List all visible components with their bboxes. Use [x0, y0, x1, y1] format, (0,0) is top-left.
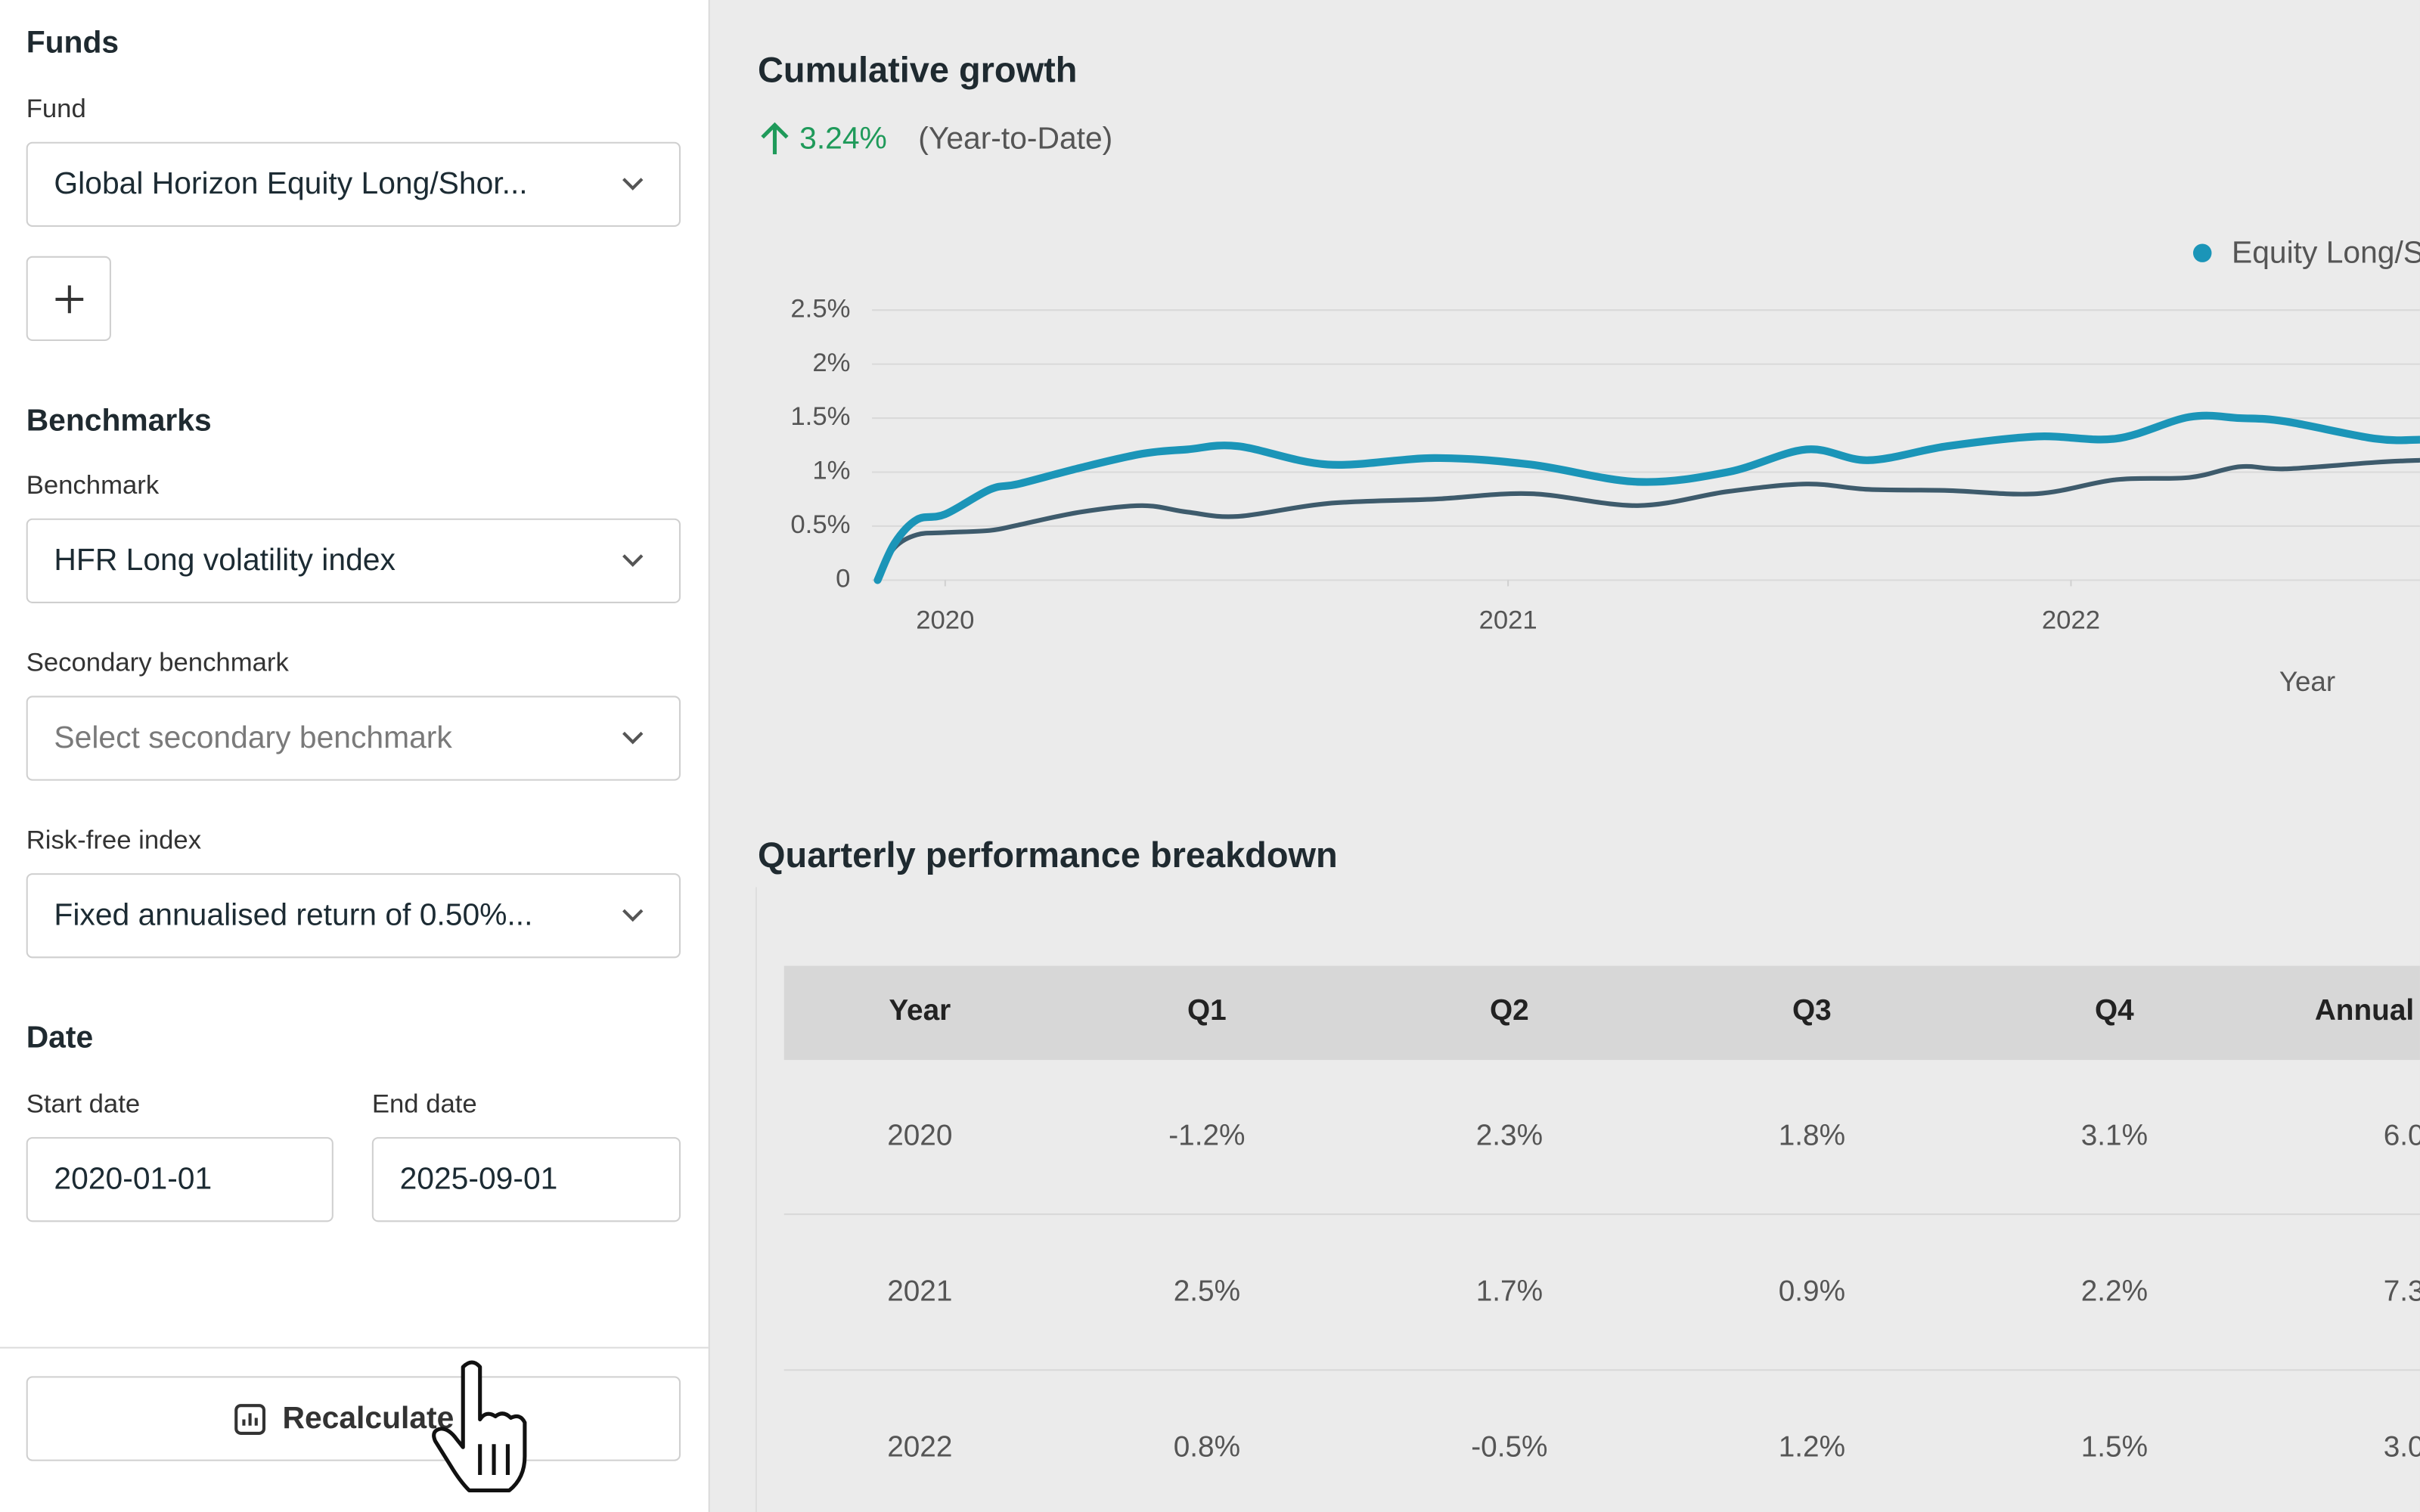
x-tick-label: 2021: [1479, 606, 1537, 635]
table-cell: 2.5%: [1174, 1275, 1240, 1307]
table-cell: 1.8%: [1779, 1119, 1845, 1151]
plus-icon: [55, 285, 84, 314]
select-value: Global Horizon Equity Long/Shor...: [54, 166, 528, 201]
table-cell: 0.9%: [1779, 1275, 1845, 1307]
hand-cursor: [432, 1360, 527, 1492]
table-header: Q1: [1187, 994, 1227, 1027]
field-label: Fund: [26, 94, 86, 124]
fund-select[interactable]: Global Horizon Equity Long/Shor...: [26, 141, 681, 227]
ytd-change: 3.24%: [799, 120, 887, 155]
ytd-arrow: [761, 122, 789, 155]
field-label: Benchmark: [26, 470, 160, 500]
section-title: Quarterly performance breakdown: [758, 835, 1338, 875]
y-tick-label: 0.5%: [790, 510, 850, 539]
table-cell: 7.3%: [2384, 1275, 2420, 1307]
chevron: [622, 178, 644, 191]
add-fund-button[interactable]: [26, 256, 111, 342]
field-label: Secondary benchmark: [26, 648, 289, 677]
x-axis-label: Year: [2279, 666, 2335, 697]
table-header: Q2: [1490, 994, 1529, 1027]
table-cell: -0.5%: [1471, 1431, 1547, 1464]
table-header: Year: [889, 994, 951, 1027]
table-cell: 3.1%: [2081, 1119, 2148, 1151]
table-cell: 2.3%: [1476, 1119, 1543, 1151]
y-tick-label: 2%: [812, 349, 850, 377]
benchmark-select[interactable]: HFR Long volatility index: [26, 518, 681, 603]
section-title: Cumulative growth: [758, 50, 1077, 89]
x-tick-label: 2020: [916, 606, 974, 635]
ytd-period: (Year-to-Date): [918, 120, 1112, 155]
table-header: Q4: [2095, 994, 2134, 1027]
end-date-input[interactable]: 2025-09-01: [371, 1137, 681, 1222]
table-header-bg: [783, 965, 2420, 1061]
select-placeholder: Select secondary benchmark: [54, 720, 452, 754]
select-value: HFR Long volatility index: [54, 543, 396, 578]
series-line: [873, 411, 2420, 584]
main-panel: Cumulative growth 3.24% (Year-to-Date) Q…: [755, 50, 2420, 1512]
input-value: 2025-09-01: [399, 1161, 558, 1196]
section-title: Funds: [26, 26, 119, 60]
table-cell: 2021: [887, 1275, 952, 1307]
table-cell: 1.5%: [2081, 1431, 2148, 1464]
chevron: [622, 909, 644, 922]
table-cell: -1.2%: [1168, 1119, 1245, 1151]
series-line: [875, 457, 2420, 580]
select-value: Fixed annualised return of 0.50%...: [54, 897, 533, 932]
table-cell: 6.0%: [2384, 1119, 2420, 1151]
table-cell: 2022: [887, 1431, 952, 1464]
y-tick-label: 1.5%: [790, 402, 850, 431]
button-label: Recalculate: [282, 1401, 455, 1435]
field-label: Risk-free index: [26, 825, 202, 855]
table-cell: 0.8%: [1174, 1431, 1240, 1464]
table-cell: 2020: [887, 1119, 952, 1151]
chevron: [622, 731, 644, 745]
legend-marker: [2192, 243, 2212, 262]
divider: [0, 1346, 709, 1349]
input-value: 2020-01-01: [54, 1161, 213, 1196]
recalculate-button[interactable]: Recalculate: [26, 1376, 681, 1461]
x-tick-label: 2022: [2042, 606, 2100, 635]
y-tick-label: 2.5%: [790, 294, 850, 323]
table-cell: 1.7%: [1476, 1275, 1543, 1307]
table-cell: 1.2%: [1779, 1431, 1845, 1464]
secondary-benchmark-select[interactable]: Select secondary benchmark: [26, 696, 681, 781]
legend-label: Equity Long/Short: [2232, 235, 2420, 270]
y-tick-label: 0: [836, 564, 850, 593]
sidebar: Funds Fund Global Horizon Equity Long/Sh…: [0, 0, 710, 1512]
chevron: [622, 554, 644, 567]
table-cell: 2.2%: [2081, 1275, 2148, 1307]
risk-free-select[interactable]: Fixed annualised return of 0.50%...: [26, 873, 681, 959]
section-title: Benchmarks: [26, 404, 212, 438]
y-tick-label: 1%: [812, 457, 850, 485]
table-cell: 3.0%: [2384, 1431, 2420, 1464]
table-header: Q3: [1792, 994, 1832, 1027]
start-date-input[interactable]: 2020-01-01: [26, 1137, 334, 1222]
field-label: Start date: [26, 1089, 141, 1119]
section-title: Date: [26, 1021, 94, 1055]
field-label: End date: [371, 1089, 477, 1119]
chart-icon: [234, 1404, 266, 1435]
table-header: Annual: [2315, 994, 2414, 1027]
